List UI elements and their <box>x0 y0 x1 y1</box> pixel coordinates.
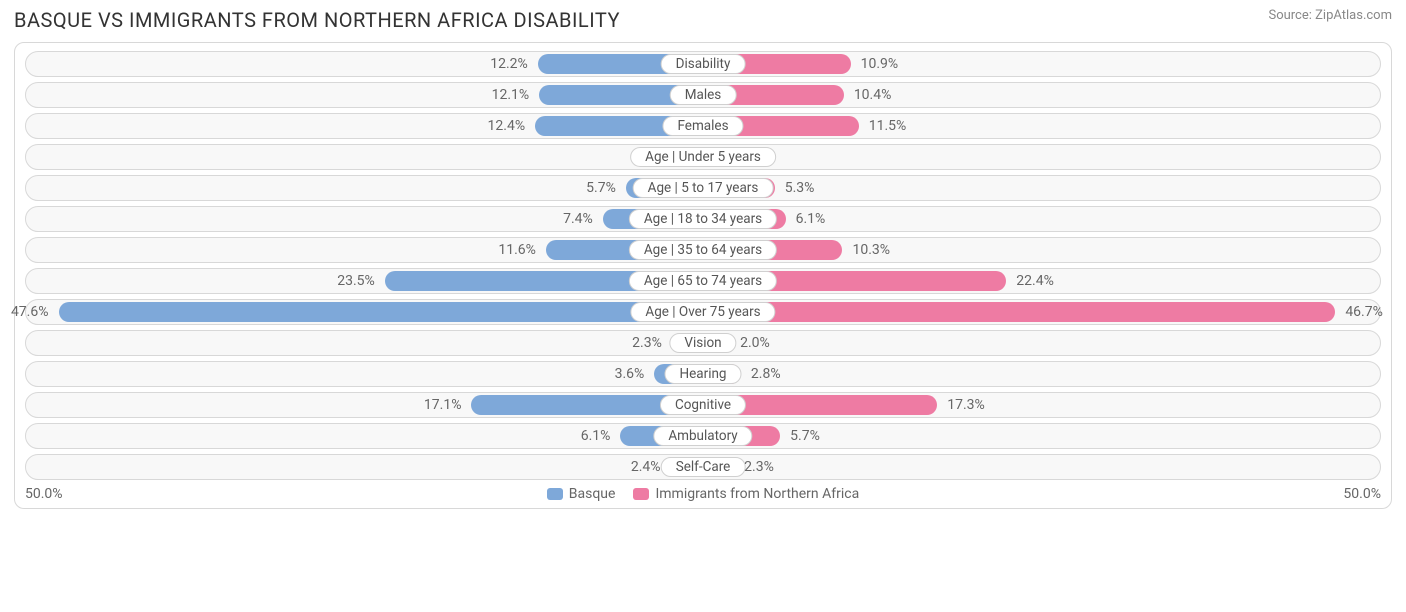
value-right: 10.3% <box>842 238 890 262</box>
row-track: 2.4%2.3%Self-Care <box>25 454 1381 480</box>
value-right: 5.7% <box>780 424 820 448</box>
legend-label-right: Immigrants from Northern Africa <box>655 486 859 502</box>
category-label: Females <box>662 116 743 136</box>
axis-left-max: 50.0% <box>25 486 63 502</box>
chart-frame: 12.2% 10.9% Disability 12.1% 10.4% Males 12.4%… <box>14 42 1392 509</box>
row-track: 11.6% 10.3% Age | 35 to 64 years <box>25 237 1381 263</box>
value-left: 12.4% <box>488 114 536 138</box>
category-label: Age | Under 5 years <box>630 147 776 167</box>
value-left: 2.3% <box>632 331 672 355</box>
value-left: 47.6% <box>11 300 59 324</box>
category-label: Ambulatory <box>653 426 752 446</box>
chart-title: BASQUE VS IMMIGRANTS FROM NORTHERN AFRIC… <box>14 8 620 32</box>
value-left: 12.1% <box>492 83 540 107</box>
category-label: Self-Care <box>661 457 746 477</box>
axis-right-max: 50.0% <box>1343 486 1381 502</box>
row-track: 2.3%2.0%Vision <box>25 330 1381 356</box>
row-track: 12.2% 10.9% Disability <box>25 51 1381 77</box>
value-right: 10.9% <box>851 52 899 76</box>
category-label: Vision <box>669 333 736 353</box>
source-attribution: Source: ZipAtlas.com <box>1268 8 1392 23</box>
value-right: 2.8% <box>741 362 781 386</box>
row-track: 7.4% 6.1% Age | 18 to 34 years <box>25 206 1381 232</box>
category-label: Age | 65 to 74 years <box>629 271 777 291</box>
chart-footer: 50.0% Basque Immigrants from Northern Af… <box>25 486 1381 502</box>
legend: Basque Immigrants from Northern Africa <box>547 486 859 502</box>
category-label: Age | 35 to 64 years <box>629 240 777 260</box>
value-left: 11.6% <box>498 238 546 262</box>
row-track: 12.1% 10.4% Males <box>25 82 1381 108</box>
category-label: Age | 18 to 34 years <box>629 209 777 229</box>
value-left: 12.2% <box>490 52 538 76</box>
value-left: 17.1% <box>424 393 472 417</box>
value-right: 46.7% <box>1335 300 1383 324</box>
legend-item-right: Immigrants from Northern Africa <box>633 486 859 502</box>
row-track: 3.6% 2.8%Hearing <box>25 361 1381 387</box>
value-right: 22.4% <box>1006 269 1054 293</box>
value-right: 10.4% <box>844 83 892 107</box>
value-right: 5.3% <box>775 176 815 200</box>
legend-swatch-left <box>547 488 563 500</box>
row-track: 5.7% 5.3%Age | 5 to 17 years <box>25 175 1381 201</box>
row-track: 23.5% 22.4% Age | 65 to 74 years <box>25 268 1381 294</box>
chart-rows: 12.2% 10.9% Disability 12.1% 10.4% Males 12.4%… <box>25 51 1381 480</box>
row-track: 1.3%1.2%Age | Under 5 years <box>25 144 1381 170</box>
bar-right <box>703 302 1335 322</box>
value-left: 5.7% <box>586 176 626 200</box>
bar-left <box>59 302 704 322</box>
row-track: 12.4% 11.5% Females <box>25 113 1381 139</box>
legend-swatch-right <box>633 488 649 500</box>
legend-label-left: Basque <box>569 486 616 502</box>
category-label: Cognitive <box>660 395 746 415</box>
row-track: 6.1% 5.7% Ambulatory <box>25 423 1381 449</box>
legend-item-left: Basque <box>547 486 616 502</box>
category-label: Age | Over 75 years <box>630 302 775 322</box>
value-right: 11.5% <box>859 114 907 138</box>
value-left: 6.1% <box>581 424 621 448</box>
value-left: 3.6% <box>615 362 655 386</box>
category-label: Males <box>670 85 737 105</box>
value-right: 6.1% <box>786 207 826 231</box>
category-label: Disability <box>661 54 746 74</box>
value-left: 23.5% <box>337 269 385 293</box>
value-left: 7.4% <box>563 207 603 231</box>
row-track: 17.1% 17.3% Cognitive <box>25 392 1381 418</box>
value-right: 17.3% <box>937 393 985 417</box>
category-label: Hearing <box>664 364 741 384</box>
category-label: Age | 5 to 17 years <box>633 178 774 198</box>
row-track: 47.6%46.7%Age | Over 75 years <box>25 299 1381 325</box>
